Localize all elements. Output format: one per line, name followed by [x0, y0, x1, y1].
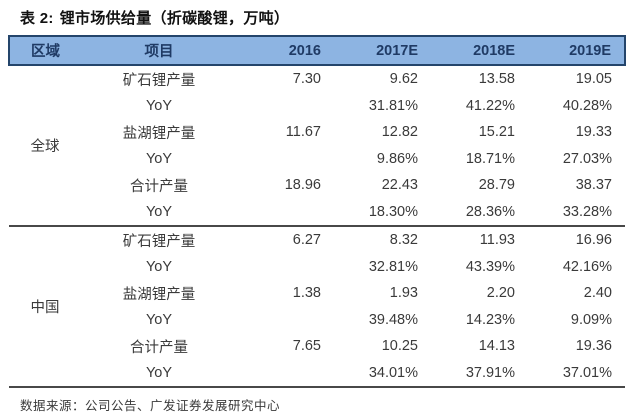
value-2019e: 19.33 — [575, 124, 612, 141]
data-source: 数据来源：公司公告、广发证券发展研究中心 — [20, 399, 281, 413]
header-year-2018e: 2018E — [431, 35, 528, 66]
value-2017e: 9.62 — [389, 71, 418, 88]
table-row: 中国 矿石锂产量 6.27 8.32 11.93 16.96 — [9, 225, 625, 387]
table-row: YoY 32.81% 43.39% 42.16% — [9, 254, 625, 281]
item-label: 盐湖锂产量 — [122, 286, 196, 303]
lithium-supply-table: 区域 项目 2016 2017E 2018E 2019E 全球 矿石锂产量 7.… — [8, 35, 626, 388]
table-caption: 表 2: 锂市场供给量（折碳酸锂，万吨） — [20, 7, 640, 28]
value-2018e: 28.79 — [478, 177, 515, 194]
table-row: YoY 39.48% 14.23% 9.09% — [9, 307, 625, 334]
value-2017e: 39.48% — [368, 311, 418, 328]
header-item: 项目 — [81, 35, 237, 66]
value-2017e: 12.82 — [381, 124, 418, 141]
item-label: 矿石锂产量 — [122, 72, 196, 89]
value-2016 — [237, 146, 334, 173]
value-2016: 7.30 — [292, 71, 321, 88]
value-2017e: 34.01% — [368, 364, 418, 381]
value-2016: 18.96 — [284, 177, 321, 194]
value-2016 — [237, 307, 334, 334]
item-label: YoY — [145, 203, 173, 220]
value-2016 — [237, 254, 334, 281]
header-year-2019e: 2019E — [528, 35, 626, 66]
table-row: YoY 18.30% 28.36% 33.28% — [9, 199, 625, 227]
value-2019e: 9.09% — [570, 311, 612, 328]
value-2017e: 9.86% — [376, 150, 418, 167]
item-label: YoY — [145, 97, 173, 114]
table-row: YoY 9.86% 18.71% 27.03% — [9, 146, 625, 173]
value-2018e: 13.58 — [478, 71, 515, 88]
value-2018e: 43.39% — [465, 258, 515, 275]
header-year-2016: 2016 — [237, 35, 334, 66]
table-row: 盐湖锂产量 1.38 1.93 2.20 2.40 — [9, 280, 625, 307]
item-label: 合计产量 — [130, 339, 188, 356]
value-2019e: 37.01% — [562, 364, 612, 381]
value-2018e: 11.93 — [431, 225, 528, 254]
header-year-2017e: 2017E — [334, 35, 431, 66]
region-cell-china: 中国 — [9, 225, 81, 387]
value-2019e: 27.03% — [562, 150, 612, 167]
table-row: 合计产量 7.65 10.25 14.13 19.36 — [9, 333, 625, 360]
value-2019e: 33.28% — [562, 203, 612, 220]
table-caption-number: 表 2: — [20, 10, 54, 27]
value-2018e: 18.71% — [465, 150, 515, 167]
value-2017e: 22.43 — [381, 177, 418, 194]
value-2019e: 2.40 — [583, 285, 612, 302]
value-2017e: 18.30% — [368, 203, 418, 220]
value-2016: 1.38 — [292, 285, 321, 302]
value-2016: 11.67 — [285, 124, 321, 141]
value-2018e: 2.20 — [486, 285, 515, 302]
value-2018e: 14.23% — [465, 311, 515, 328]
value-2019e: 38.37 — [575, 177, 612, 194]
value-2017e: 1.93 — [389, 285, 418, 302]
value-2019e: 19.05 — [575, 71, 612, 88]
table-caption-title: 锂市场供给量（折碳酸锂，万吨） — [59, 10, 290, 27]
table-row: 盐湖锂产量 11.67 12.82 15.21 19.33 — [9, 119, 625, 146]
table-row: YoY 34.01% 37.91% 37.01% — [9, 360, 625, 388]
item-label: 盐湖锂产量 — [122, 125, 196, 142]
value-2019e: 16.96 — [528, 225, 625, 254]
item-label: YoY — [145, 258, 173, 275]
value-2019e: 19.36 — [575, 338, 612, 355]
value-2017e: 31.81% — [368, 97, 418, 114]
value-2016: 7.65 — [292, 338, 321, 355]
value-2016 — [237, 360, 334, 388]
value-2017e: 10.25 — [381, 338, 418, 355]
table-row: 全球 矿石锂产量 7.30 9.62 13.58 19.05 — [9, 65, 625, 155]
value-2018e: 15.21 — [478, 124, 515, 141]
value-2019e: 40.28% — [562, 97, 612, 114]
value-2018e: 41.22% — [465, 97, 515, 114]
value-2016 — [237, 199, 334, 227]
value-2017e: 32.81% — [368, 258, 418, 275]
value-2018e: 37.91% — [465, 364, 515, 381]
value-2018e: 14.13 — [478, 338, 515, 355]
value-2019e: 42.16% — [562, 258, 612, 275]
header-region: 区域 — [8, 35, 81, 66]
table-row: YoY 31.81% 41.22% 40.28% — [9, 93, 625, 120]
table-row: 合计产量 18.96 22.43 28.79 38.37 — [9, 172, 625, 199]
item-label: YoY — [145, 364, 173, 381]
value-2016 — [237, 93, 334, 120]
item-label: YoY — [145, 150, 173, 167]
item-label: 合计产量 — [130, 178, 188, 195]
value-2016: 6.27 — [237, 225, 334, 254]
item-label: YoY — [145, 311, 173, 328]
value-2018e: 28.36% — [465, 203, 515, 220]
table-header-row: 区域 项目 2016 2017E 2018E 2019E — [8, 35, 626, 66]
value-2017e: 8.32 — [334, 225, 431, 254]
region-cell-global: 全球 — [30, 139, 60, 155]
item-label: 矿石锂产量 — [81, 225, 237, 254]
